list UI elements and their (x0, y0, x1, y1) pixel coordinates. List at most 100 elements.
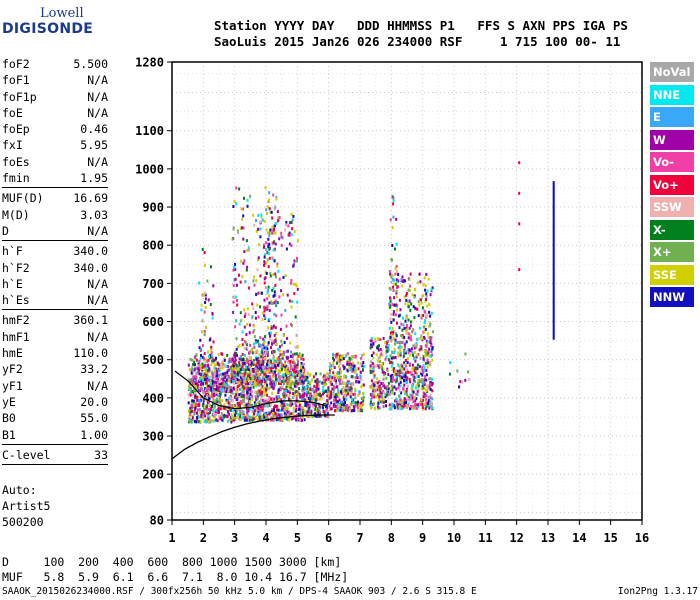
echo-dot (400, 367, 403, 371)
echo-dot (296, 356, 299, 360)
echo-dot (355, 401, 357, 405)
param-value: N/A (87, 154, 108, 169)
echo-dot (409, 380, 412, 384)
echo-dot (192, 379, 195, 383)
echo-dot (257, 213, 260, 217)
echo-dot (262, 337, 265, 341)
echo-dot (207, 369, 209, 373)
echo-dot (204, 414, 207, 418)
echo-dot (246, 416, 249, 420)
echo-dot (302, 377, 304, 381)
echo-dot (403, 335, 406, 339)
echo-dot (212, 412, 215, 416)
echo-dot (401, 402, 403, 406)
echo-dot (280, 339, 283, 343)
echo-dot (354, 396, 357, 400)
echo-dot (202, 410, 205, 414)
echo-dot (310, 395, 313, 398)
echo-dot (264, 370, 267, 374)
echo-dot (255, 357, 258, 361)
echo-dot (360, 356, 363, 360)
echo-dot (275, 380, 278, 384)
echo-dot (274, 382, 277, 386)
echo-dot (288, 221, 291, 225)
echo-dot (249, 387, 252, 391)
echo-dot (372, 342, 375, 346)
echo-dot (188, 418, 191, 422)
echo-dot (301, 380, 304, 384)
echo-dot (232, 300, 235, 304)
echo-dot (431, 406, 433, 410)
echo-dot (214, 416, 217, 419)
echo-dot (390, 333, 393, 337)
echo-dot (285, 221, 288, 224)
echo-dot (314, 407, 317, 411)
strip-dot (552, 279, 555, 283)
param-row: hmE 110.0 (2, 345, 108, 361)
echo-dot (242, 416, 245, 420)
echo-dot (263, 309, 266, 313)
echo-dot (407, 332, 410, 336)
echo-dot (386, 369, 389, 373)
echo-dot (297, 380, 300, 384)
echo-dot (411, 389, 414, 393)
echo-dot (246, 412, 249, 416)
echo-dot (386, 339, 389, 343)
echo-dot (202, 415, 205, 419)
echo-dot (238, 363, 241, 367)
strip-dot (552, 247, 555, 251)
echo-dot (241, 338, 244, 341)
echo-dot (209, 411, 212, 414)
echo-dot (329, 371, 332, 374)
echo-dot (255, 379, 258, 383)
echo-dot (258, 384, 261, 388)
echo-dot (189, 357, 192, 361)
echo-dot (198, 378, 201, 381)
strip-dot (552, 291, 555, 294)
echo-dot (226, 373, 229, 377)
echo-dot (235, 415, 238, 419)
echo-dot (279, 380, 282, 384)
echo-dot (398, 382, 400, 386)
echo-dot (255, 229, 258, 233)
echo-dot (394, 369, 397, 373)
echo-dot (403, 361, 406, 365)
strip-dot (552, 252, 555, 256)
echo-dot (243, 393, 246, 397)
echo-dot (325, 408, 328, 412)
echo-dot (209, 303, 212, 306)
echo-dot (278, 381, 280, 385)
echo-dot (402, 354, 405, 358)
echo-dot (392, 202, 395, 206)
echo-dot (218, 396, 221, 400)
echo-dot (196, 411, 198, 415)
echo-dot (236, 397, 239, 401)
echo-dot (346, 384, 349, 388)
echo-dot (344, 391, 347, 395)
echo-dot (253, 375, 256, 379)
echo-dot (266, 306, 269, 310)
echo-dot (329, 407, 332, 411)
echo-dot (203, 310, 206, 314)
echo-dot (199, 383, 202, 386)
echo-dot (404, 319, 407, 323)
echo-dot (288, 299, 291, 303)
echo-dot (422, 386, 425, 390)
echo-dot (283, 341, 286, 344)
echo-dot (294, 282, 297, 286)
echo-dot (259, 373, 262, 377)
echo-dot (409, 405, 412, 408)
echo-dot (332, 384, 335, 388)
param-row: foEp 0.46 (2, 121, 108, 137)
echo-dot (218, 363, 221, 367)
echo-dot (400, 341, 403, 344)
echo-dot (428, 347, 431, 351)
echo-dot (279, 357, 282, 361)
echo-dot (260, 387, 263, 391)
echo-dot (340, 382, 343, 386)
echo-dot (341, 407, 344, 411)
echo-dot (416, 375, 419, 379)
echo-dot (358, 408, 361, 412)
param-row: yF2 33.2 (2, 361, 108, 377)
echo-dot (317, 411, 320, 415)
